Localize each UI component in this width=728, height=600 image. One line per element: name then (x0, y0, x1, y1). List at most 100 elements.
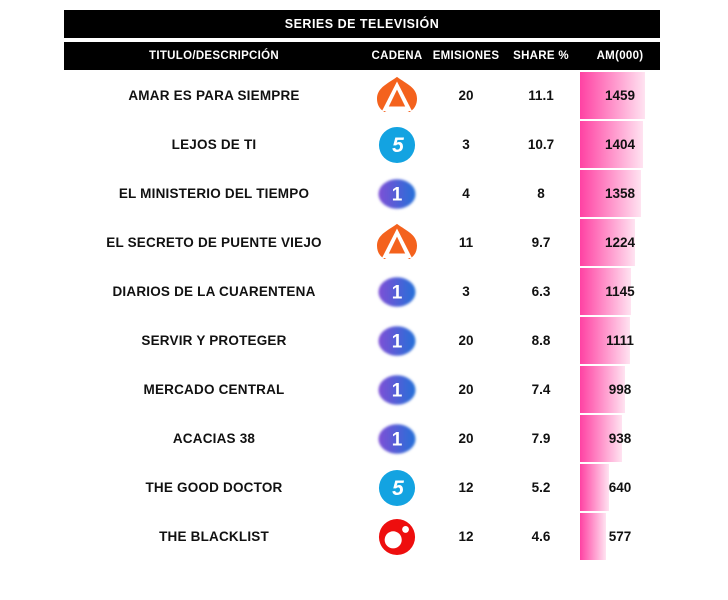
series-title-cell: AMAR ES PARA SIEMPRE (64, 88, 364, 103)
am-bar (580, 415, 622, 462)
share-value: 8.8 (531, 333, 551, 348)
am-value: 1224 (604, 235, 636, 250)
am-cell: 1404 (580, 120, 660, 169)
la1-logo: 1 (374, 322, 420, 360)
table-row: LEJOS DE TI 5 3 10.7 1404 (64, 120, 660, 169)
table-header-row: TITULO/DESCRIPCIÓN CADENA EMISIONES SHAR… (64, 42, 660, 70)
antena3-logo (375, 76, 419, 116)
series-title: ACACIAS 38 (172, 431, 256, 446)
antena3-logo (375, 223, 419, 263)
cuatro-red-ball-logo (378, 518, 416, 556)
emisiones-value: 12 (458, 529, 474, 544)
series-title-cell: ACACIAS 38 (64, 431, 364, 446)
emisiones-cell: 12 (430, 480, 502, 495)
table-body: AMAR ES PARA SIEMPRE 20 11.1 1459 LEJOS … (64, 71, 660, 561)
table-row: EL SECRETO DE PUENTE VIEJO 11 9.7 1224 (64, 218, 660, 267)
svg-text:1: 1 (392, 380, 403, 401)
am-bar (580, 170, 641, 217)
channel-cell: 1 (364, 175, 430, 213)
series-title: SERVIR Y PROTEGER (141, 333, 287, 348)
am-cell: 1145 (580, 267, 660, 316)
am-cell: 1358 (580, 169, 660, 218)
share-cell: 11.1 (502, 88, 580, 103)
series-title-cell: EL SECRETO DE PUENTE VIEJO (64, 235, 364, 250)
svg-text:1: 1 (392, 429, 403, 450)
la1-logo: 1 (374, 273, 420, 311)
emisiones-value: 20 (458, 333, 474, 348)
am-cell: 998 (580, 365, 660, 414)
emisiones-value: 20 (458, 88, 474, 103)
share-value: 9.7 (531, 235, 551, 250)
la1-logo: 1 (374, 420, 420, 458)
am-bar (580, 72, 645, 119)
am-bar (580, 121, 643, 168)
channel-cell: 1 (364, 273, 430, 311)
share-value: 5.2 (531, 480, 551, 495)
emisiones-cell: 20 (430, 333, 502, 348)
emisiones-cell: 4 (430, 186, 502, 201)
am-cell: 577 (580, 512, 660, 561)
series-title-cell: THE BLACKLIST (64, 529, 364, 544)
table-row: DIARIOS DE LA CUARENTENA 1 3 6.3 1145 (64, 267, 660, 316)
am-cell: 1224 (580, 218, 660, 267)
channel-cell: 5 (364, 126, 430, 164)
am-bar (580, 317, 630, 364)
svg-text:1: 1 (392, 184, 403, 205)
emisiones-value: 3 (462, 137, 470, 152)
share-cell: 4.6 (502, 529, 580, 544)
emisiones-cell: 12 (430, 529, 502, 544)
table-row: SERVIR Y PROTEGER 1 20 8.8 1111 (64, 316, 660, 365)
emisiones-cell: 20 (430, 431, 502, 446)
channel-cell: 1 (364, 371, 430, 409)
emisiones-cell: 3 (430, 137, 502, 152)
share-value: 4.6 (531, 529, 551, 544)
la1-logo: 1 (374, 371, 420, 409)
series-title: MERCADO CENTRAL (143, 382, 285, 397)
table-row: MERCADO CENTRAL 1 20 7.4 998 (64, 365, 660, 414)
column-header-titulo: TITULO/DESCRIPCIÓN (149, 50, 279, 62)
am-value: 1358 (604, 186, 636, 201)
am-value: 1111 (606, 333, 634, 348)
share-cell: 9.7 (502, 235, 580, 250)
channel-cell: 1 (364, 322, 430, 360)
share-value: 6.3 (531, 284, 551, 299)
series-title: THE GOOD DOCTOR (145, 480, 283, 495)
svg-text:5: 5 (392, 477, 404, 500)
table-row: AMAR ES PARA SIEMPRE 20 11.1 1459 (64, 71, 660, 120)
column-header-share: SHARE % (513, 50, 569, 62)
am-bar (580, 219, 635, 266)
table-row: THE GOOD DOCTOR 5 12 5.2 640 (64, 463, 660, 512)
share-value: 7.9 (531, 431, 551, 446)
am-cell: 1459 (580, 71, 660, 120)
emisiones-value: 4 (462, 186, 470, 201)
series-title-cell: DIARIOS DE LA CUARENTENA (64, 284, 364, 299)
telecinco-logo: 5 (378, 469, 416, 507)
la1-logo: 1 (374, 175, 420, 213)
svg-text:1: 1 (392, 282, 403, 303)
share-cell: 8 (502, 186, 580, 201)
table-row: ACACIAS 38 1 20 7.9 938 (64, 414, 660, 463)
tv-series-table: SERIES DE TELEVISIÓN TITULO/DESCRIPCIÓN … (64, 10, 660, 561)
am-value: 1145 (605, 284, 635, 299)
series-title-cell: EL MINISTERIO DEL TIEMPO (64, 186, 364, 201)
emisiones-cell: 20 (430, 88, 502, 103)
channel-cell (364, 76, 430, 116)
share-cell: 6.3 (502, 284, 580, 299)
series-title: THE BLACKLIST (159, 529, 269, 544)
am-cell: 938 (580, 414, 660, 463)
emisiones-cell: 3 (430, 284, 502, 299)
am-value: 1459 (604, 88, 636, 103)
series-title: EL MINISTERIO DEL TIEMPO (118, 186, 310, 201)
share-value: 7.4 (531, 382, 551, 397)
channel-cell (364, 518, 430, 556)
emisiones-value: 20 (458, 431, 474, 446)
emisiones-value: 3 (462, 284, 470, 299)
am-cell: 640 (580, 463, 660, 512)
column-header-emisiones: EMISIONES (432, 50, 500, 62)
series-title-cell: LEJOS DE TI (64, 137, 364, 152)
channel-cell: 1 (364, 420, 430, 458)
series-title: AMAR ES PARA SIEMPRE (128, 88, 300, 103)
am-bar (580, 464, 609, 511)
share-cell: 5.2 (502, 480, 580, 495)
telecinco-logo: 5 (378, 126, 416, 164)
